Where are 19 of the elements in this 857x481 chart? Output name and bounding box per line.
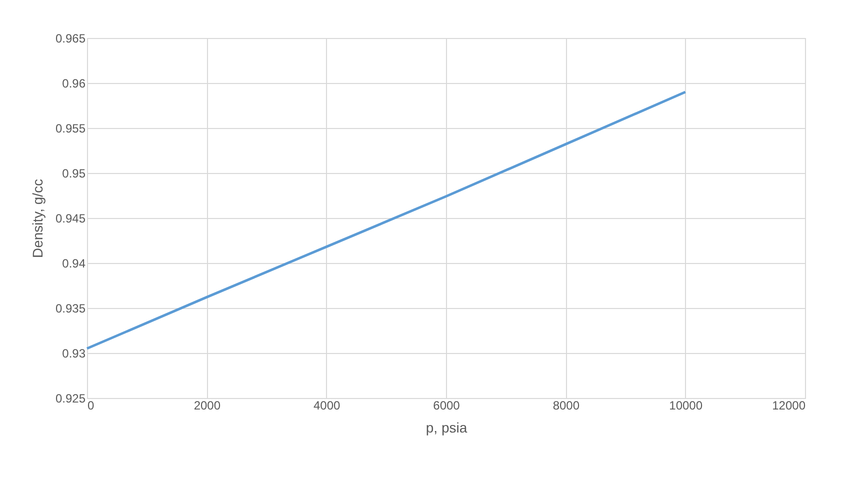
y-axis-title: Density, g/cc: [29, 178, 46, 258]
y-tick-label: 0.96: [62, 76, 86, 90]
y-tick-label: 0.925: [55, 392, 86, 406]
x-tick-label: 4000: [313, 398, 341, 412]
y-tick-label: 0.935: [55, 302, 86, 316]
x-tick-label: 2000: [194, 398, 221, 412]
x-tick-label: 10000: [669, 398, 703, 412]
y-tick-label: 0.93: [62, 346, 86, 360]
y-tick-label: 0.95: [62, 166, 86, 180]
y-tick-label: 0.94: [62, 256, 86, 270]
y-tick-label: 0.965: [55, 32, 86, 46]
y-tick-label: 0.945: [55, 212, 86, 226]
y-tick-label: 0.955: [55, 122, 86, 136]
line-series: [86, 90, 687, 350]
x-tick-label: 12000: [772, 398, 806, 412]
x-tick-label: 0: [88, 398, 94, 412]
x-tick-label: 8000: [552, 398, 580, 412]
x-tick-label: 6000: [433, 398, 460, 412]
x-axis-title: p, psia: [426, 420, 468, 436]
